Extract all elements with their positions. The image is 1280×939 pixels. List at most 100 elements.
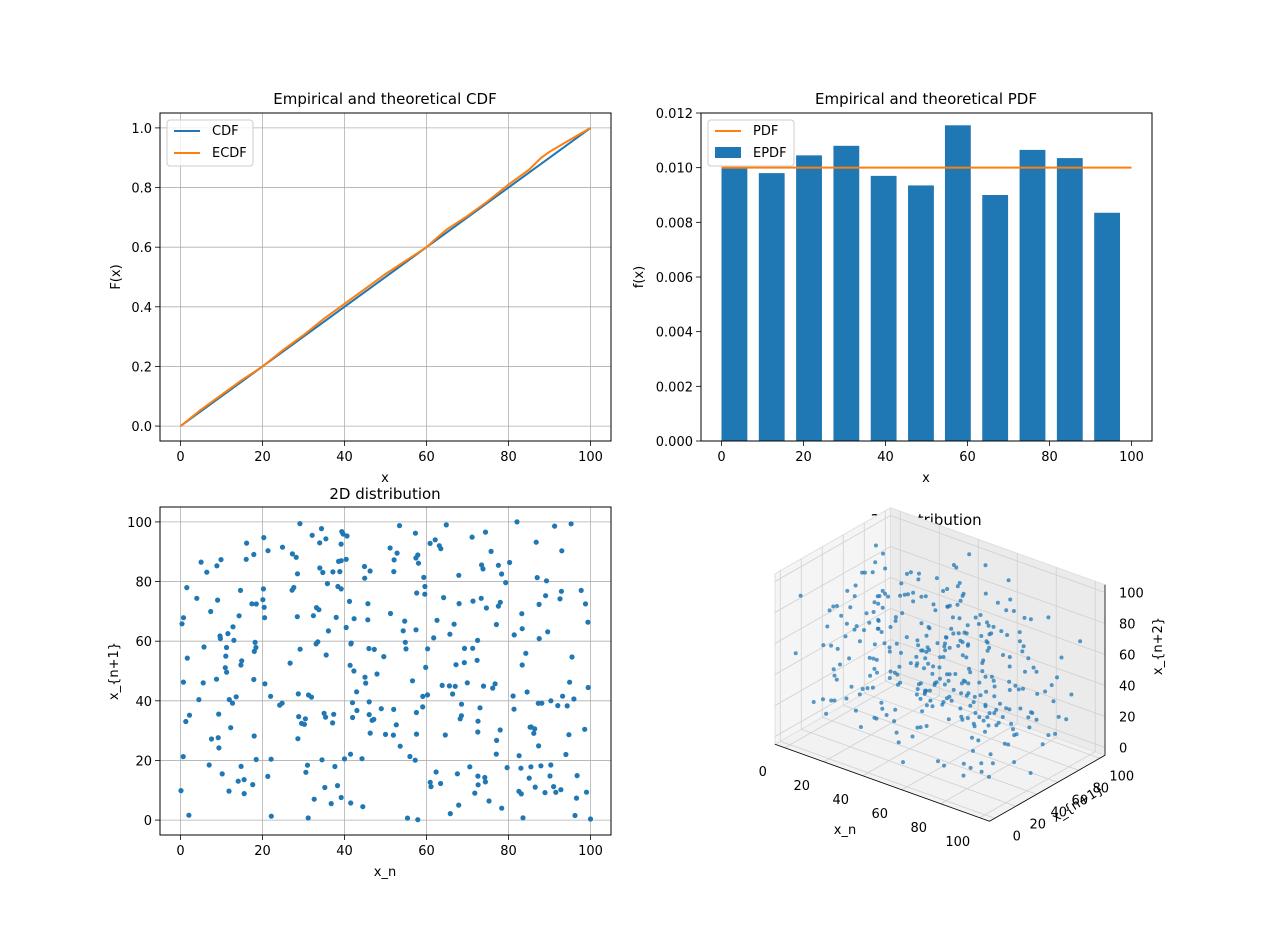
scatter2d-point: [409, 678, 416, 684]
scatter3d-point: [979, 634, 984, 638]
scatter2d-point: [324, 581, 330, 587]
scatter3d-point: [887, 645, 892, 650]
scatter3d-point: [911, 590, 916, 595]
scatter3d-point: [994, 723, 999, 728]
scatter2d-point: [302, 716, 308, 722]
scatter3d-point: [1021, 686, 1025, 691]
scatter3d-point: [908, 661, 913, 666]
scatter3d-point: [986, 723, 991, 728]
scatter2d-point: [452, 683, 458, 689]
scatter2d-point: [317, 540, 323, 546]
scatter2d-point: [289, 551, 295, 557]
scatter2d-point: [436, 543, 442, 549]
scatter2d-point: [322, 784, 328, 791]
scatter2d-point: [233, 694, 239, 700]
scatter2d-xtick-label: 20: [254, 844, 271, 859]
scatter2d-point: [545, 629, 551, 635]
cdf-ytick-label: 0.0: [131, 420, 152, 435]
scatter3d-point: [857, 692, 862, 697]
scatter3d-point: [916, 682, 921, 687]
scatter2d-xtick-label: 0: [176, 844, 184, 859]
scatter3d-point: [1049, 683, 1054, 688]
scatter2d-ytick-label: 60: [135, 635, 152, 650]
scatter2d-point: [519, 626, 525, 632]
scatter2d-point: [494, 737, 500, 744]
scatter3d-grid-line: [940, 737, 1057, 805]
scatter3d-point: [886, 594, 891, 599]
scatter2d-points: [178, 519, 594, 823]
scatter2d-point: [514, 519, 520, 525]
scatter3d-point: [875, 670, 879, 675]
scatter2d-point: [450, 691, 456, 697]
scatter3d-point: [971, 700, 976, 705]
scatter2d-point: [396, 523, 403, 529]
scatter2d-point: [495, 603, 501, 609]
scatter2d-point: [516, 753, 522, 759]
scatter2d-point: [493, 621, 499, 628]
cdf-grid: [160, 113, 611, 441]
scatter2d-point: [475, 729, 481, 735]
scatter2d-point: [361, 563, 368, 570]
scatter2d-point: [378, 706, 384, 712]
scatter3d-point: [1021, 644, 1026, 649]
scatter2d-point: [350, 714, 356, 721]
scatter3d-ytick-label: 100: [1109, 769, 1134, 784]
scatter2d-point: [569, 654, 575, 660]
scatter3d-point: [938, 655, 943, 660]
scatter2d-point: [475, 773, 481, 779]
scatter3d-point: [928, 698, 933, 703]
scatter3d-point: [867, 655, 872, 660]
scatter2d-point: [315, 639, 321, 645]
scatter3d-point: [1046, 615, 1051, 620]
scatter3d-point: [832, 698, 837, 703]
scatter2d-point: [229, 700, 236, 706]
pdf-ytick-label: 0.000: [656, 435, 693, 450]
scatter3d-point: [1007, 679, 1012, 684]
scatter2d-point: [320, 569, 326, 576]
scatter2d-point: [347, 751, 354, 757]
scatter3d-point: [1007, 655, 1012, 659]
scatter3d-point: [984, 689, 989, 694]
scatter2d-point: [279, 544, 286, 550]
scatter3d-point: [853, 583, 858, 588]
scatter3d-point: [872, 600, 877, 605]
scatter3d-grid-line: [864, 692, 1079, 771]
scatter2d-point: [585, 684, 591, 691]
scatter2d-point: [294, 571, 301, 577]
scatter2d-point: [495, 562, 501, 568]
scatter2d-point: [184, 655, 190, 661]
scatter2d-point: [354, 707, 360, 714]
scatter3d-point: [927, 688, 932, 693]
epdf-bar: [1019, 149, 1046, 441]
scatter3d-point: [968, 765, 973, 770]
scatter2d-point: [497, 727, 503, 733]
scatter3d-xtick-label: 100: [945, 835, 970, 850]
scatter2d-point: [249, 601, 255, 607]
cdf-xtick-label: 0: [176, 450, 184, 465]
scatter2d-point: [241, 777, 247, 783]
pdf-xtick-label: 60: [959, 450, 976, 465]
pdf-bars: [721, 125, 1121, 442]
scatter3d-point: [923, 656, 928, 661]
pdf-ytick-label: 0.008: [656, 216, 693, 231]
scatter2d-point: [558, 588, 565, 594]
scatter2d-point: [186, 712, 193, 718]
scatter3d-point: [987, 711, 992, 716]
scatter2d-point: [371, 716, 377, 723]
cdf-xtick-label: 20: [254, 450, 271, 465]
scatter2d-point: [366, 712, 372, 718]
scatter2d-point: [253, 644, 259, 651]
scatter2d-point: [230, 624, 236, 630]
scatter2d-point: [319, 757, 325, 763]
scatter2d-point: [503, 580, 509, 586]
scatter2d-point: [262, 681, 268, 687]
scatter3d-point: [1017, 639, 1022, 644]
scatter3d-point: [943, 641, 947, 646]
scatter2d-point: [415, 817, 421, 823]
scatter2d-point: [507, 559, 513, 566]
scatter2d-point: [568, 521, 574, 527]
scatter3d-point: [927, 648, 932, 652]
scatter2d-point: [260, 586, 266, 592]
scatter2d-point: [563, 751, 569, 758]
scatter2d-point: [351, 668, 357, 674]
